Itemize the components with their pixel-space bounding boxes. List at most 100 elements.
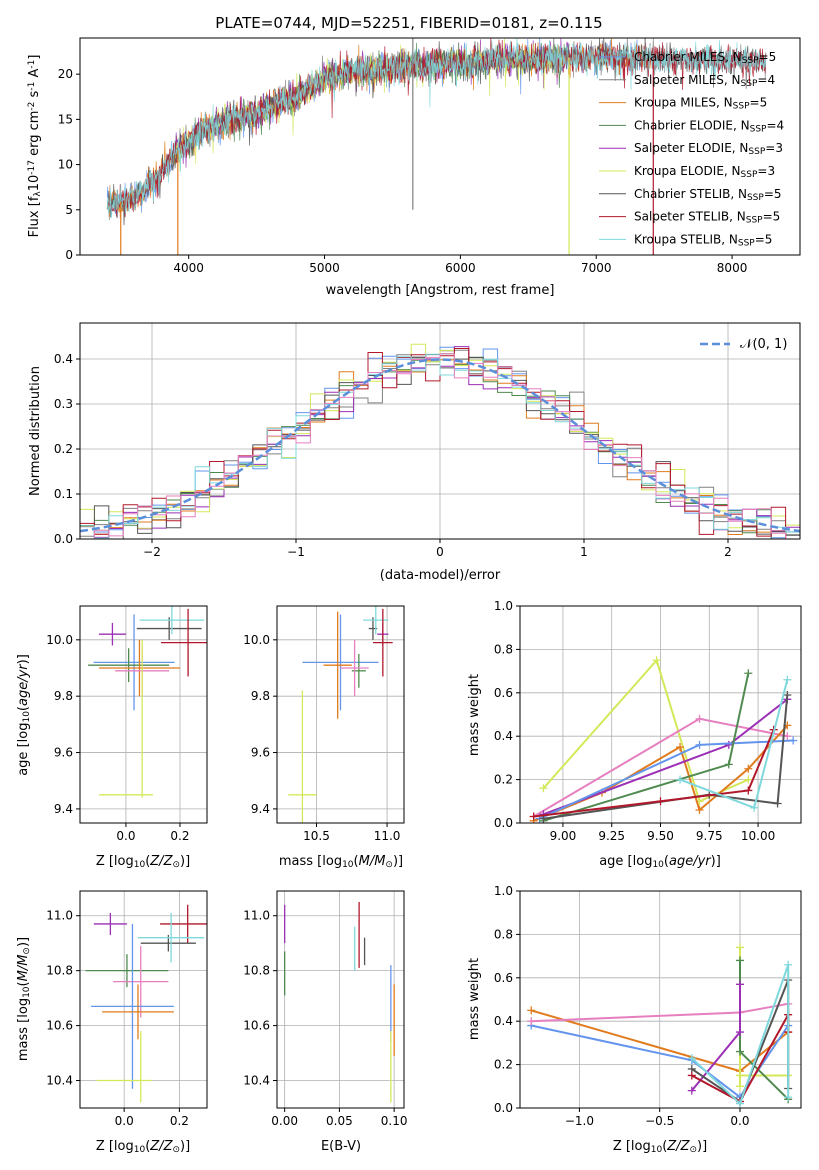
spectrum-legend-label-part: SSP <box>746 216 763 226</box>
mass-vs-Z-xlabel-part: Z/Z <box>149 1139 173 1154</box>
spectrum-legend-label: Kroupa STELIB, NSSP=5 <box>634 232 772 248</box>
mass-vs-Z-xtick-label: 0.0 <box>115 1114 134 1128</box>
age-vs-Z-xlabel: Z [log10(Z/Z⊙)] <box>96 854 190 870</box>
spectrum-series-8 <box>106 38 767 219</box>
mass-vs-Z-xlabel-part: ( <box>145 1139 150 1154</box>
massweight-vs-Z-xtick-label: −0.5 <box>645 1114 674 1128</box>
massweight-vs-age-xtick-label: 9.00 <box>550 829 577 843</box>
age-vs-mass-xlabel-part: M/M <box>359 854 386 869</box>
spectrum-legend-label-part: SSP <box>742 56 759 66</box>
residuals-ytick-label: 0.4 <box>54 352 73 366</box>
massweight-vs-Z-series-4 <box>739 960 789 1101</box>
massweight-vs-Z-marker <box>735 1071 744 1080</box>
spectrum-legend-label: Kroupa MILES, NSSP=5 <box>634 96 767 112</box>
massweight-vs-Z-ytick-label: 0.8 <box>494 927 513 941</box>
mass-vs-Z-ytick-label: 11.0 <box>46 909 73 923</box>
massweight-vs-age-xtick-label: 10.00 <box>741 829 775 843</box>
massweight-vs-age-marker <box>724 760 733 769</box>
residuals-ytick-label: 0.1 <box>54 487 73 501</box>
spectrum-ylabel-part: -1 <box>27 82 37 91</box>
massweight-vs-age-marker <box>744 764 753 773</box>
massweight-vs-age-marker <box>695 714 704 723</box>
mass-vs-EBV-axes: 0.00 0.05 0.10 10.4 10.6 10.8 11.0 E(B-V) <box>243 890 408 1154</box>
mass-vs-Z-plot <box>85 904 207 1103</box>
massweight-vs-age-marker <box>676 775 685 784</box>
age-vs-Z-ytick-label: 9.6 <box>54 746 73 760</box>
age-vs-mass-xlabel-part: ( <box>354 854 359 869</box>
massweight-vs-Z-marker <box>735 980 744 989</box>
spectrum-ytick-label: 0 <box>65 248 73 262</box>
age-vs-mass-xtick-label: 11.0 <box>374 829 401 843</box>
mass-vs-Z-point-1 <box>160 904 207 944</box>
spectrum-legend-label-part: =4 <box>757 73 775 87</box>
massweight-vs-age-xtick-label: 9.50 <box>647 829 674 843</box>
mass-vs-Z-xtick-label: 0.2 <box>170 1114 189 1128</box>
massweight-vs-age-marker <box>783 732 792 741</box>
age-vs-mass-ytick-label: 9.8 <box>251 689 270 703</box>
spectrum-xtick-label: 4000 <box>173 261 204 275</box>
age-vs-mass-point-3 <box>372 608 393 677</box>
massweight-vs-Z-xlabel-part: Z/Z <box>666 1139 690 1154</box>
mass-vs-Z-ylabel-part: 10 <box>22 986 32 998</box>
spectrum-axes: 4000 5000 6000 7000 8000 0 5 10 15 20 wavelength [… <box>27 37 801 298</box>
spectrum-legend-label-part: SSP <box>741 170 758 180</box>
spectrum-legend-label-part: Chabrier STELIB, N <box>634 187 747 201</box>
spectrum-legend-label: Salpeter MILES, NSSP=4 <box>634 73 775 89</box>
massweight-vs-age-ylabel: mass weight <box>467 674 482 756</box>
massweight-vs-Z-ylabel: mass weight <box>467 958 482 1040</box>
age-vs-mass-xlabel-part: 10 <box>342 860 354 870</box>
mass-vs-Z-xlabel-part: Z [log <box>96 1139 134 1154</box>
massweight-vs-Z-plot <box>527 943 793 1108</box>
age-vs-mass-point-8 <box>288 690 317 823</box>
residuals-xtick-label: −2 <box>143 545 161 559</box>
residuals-xtick-label: −1 <box>287 545 305 559</box>
massweight-vs-age-marker <box>744 775 753 784</box>
massweight-vs-age-series-0 <box>542 658 749 803</box>
massweight-vs-age-xtick-label: 9.75 <box>696 829 723 843</box>
spectrum-legend-label-part: SSP <box>738 239 755 249</box>
age-vs-mass-xlabel-part: mass [log <box>279 854 342 869</box>
mass-vs-EBV-ytick-label: 10.4 <box>243 1074 270 1088</box>
massweight-vs-age-series-3 <box>543 698 788 816</box>
age-vs-Z-xlabel-part: Z [log <box>96 854 134 869</box>
age-vs-Z-ytick-label: 9.8 <box>54 689 73 703</box>
residuals-ytick-label: 0.0 <box>54 532 73 546</box>
spectrum-legend-label-part: =3 <box>765 141 783 155</box>
massweight-vs-Z-ytick-label: 1.0 <box>494 884 513 898</box>
spectrum-xtick-label: 8000 <box>717 261 748 275</box>
mass-vs-Z-ytick-label: 10.6 <box>46 1019 73 1033</box>
age-vs-Z-point-0 <box>98 622 126 646</box>
spectrum-legend-label-part: =5 <box>764 187 782 201</box>
mass-vs-Z-point-6 <box>91 923 174 1089</box>
spectrum-ylabel-part: erg cm <box>27 111 42 160</box>
massweight-vs-age-xlabel-part: 10 <box>652 860 664 870</box>
mass-vs-EBV-xtick-label: 0.00 <box>271 1114 298 1128</box>
spectrum-xtick-label: 6000 <box>445 261 476 275</box>
massweight-vs-age-ytick-label: 0.0 <box>494 816 513 830</box>
spectrum-ylabel-part: -1 <box>27 60 37 69</box>
massweight-vs-Z-marker <box>735 1028 744 1037</box>
massweight-vs-age-ytick-label: 1.0 <box>494 599 513 613</box>
massweight-vs-Z-marker <box>735 1047 744 1056</box>
massweight-vs-age-xtick-label: 9.25 <box>598 829 625 843</box>
massweight-vs-age-marker <box>656 797 665 806</box>
age-vs-mass-point-6 <box>323 611 352 719</box>
massweight-vs-age-marker <box>744 786 753 795</box>
mass-vs-Z-xlabel-part: 10 <box>134 1145 146 1155</box>
massweight-vs-Z-marker <box>735 943 744 952</box>
residuals-axes: −2 −1 0 1 2 0.0 0.1 0.2 0.3 0.4 𝒩(0, 1) (data-model… <box>28 322 801 583</box>
age-vs-mass-frame <box>276 605 405 824</box>
spectrum-legend-label-part: Salpeter STELIB, N <box>634 210 746 224</box>
mass-vs-Z-point-3 <box>137 912 205 963</box>
mass-vs-Z-xlabel: Z [log10(Z/Z⊙)] <box>96 1139 190 1155</box>
age-vs-Z-xtick-label: 0.0 <box>116 829 135 843</box>
massweight-vs-Z-marker <box>687 1086 696 1095</box>
spectrum-legend-label: Salpeter STELIB, NSSP=5 <box>634 210 780 226</box>
spectrum-legend-label: Chabrier ELODIE, NSSP=4 <box>634 118 784 134</box>
age-vs-Z-xlabel-part: ⊙ <box>172 860 180 870</box>
spectrum-xtick-label: 5000 <box>309 261 340 275</box>
massweight-vs-age-xlabel-part: )] <box>711 854 721 869</box>
massweight-vs-age-marker <box>695 805 704 814</box>
age-vs-mass-ytick-label: 9.6 <box>251 746 270 760</box>
